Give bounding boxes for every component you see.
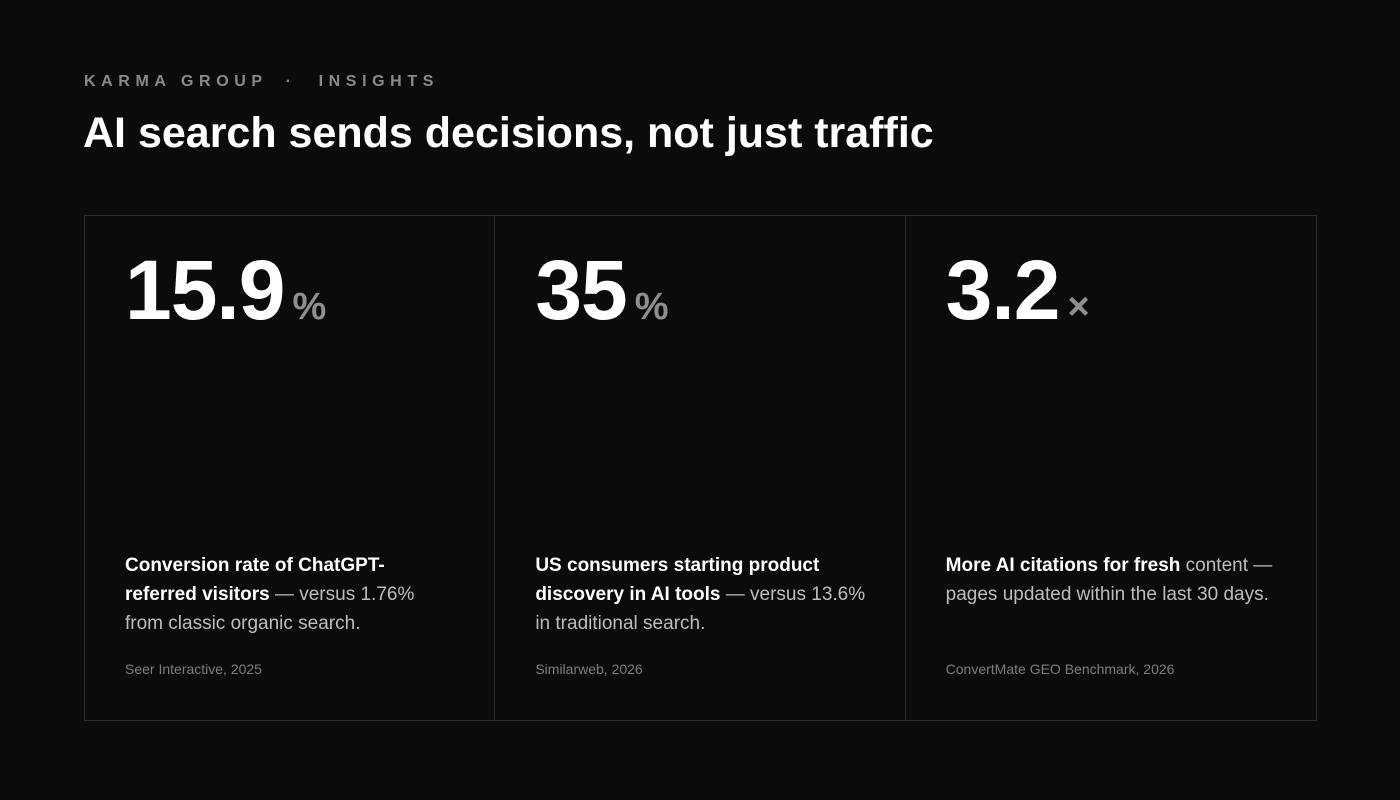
brand-name: KARMA GROUP [84, 73, 268, 90]
stat-figure: 3.2 × [946, 248, 1090, 332]
stat-description: US consumers starting product discovery … [535, 551, 865, 638]
stat-source: Seer Interactive, 2025 [125, 661, 262, 677]
stats-grid: 15.9 % Conversion rate of ChatGPT-referr… [84, 215, 1317, 721]
stat-unit: × [1067, 286, 1090, 328]
page-title: AI search sends decisions, not just traf… [83, 109, 934, 157]
stat-source: Similarweb, 2026 [535, 661, 643, 677]
stat-description: Conversion rate of ChatGPT-referred visi… [125, 551, 455, 638]
stat-detail: content — pages updated within the last … [945, 555, 1273, 605]
stat-detail: — versus 13.6% in traditional search. [535, 584, 866, 634]
stat-figure: 35 % [535, 248, 668, 332]
stat-highlight: Conversion rate of ChatGPT-referred visi… [125, 555, 385, 605]
stat-card-citations: 3.2 × More AI citations for fresh conten… [906, 216, 1316, 720]
stat-source: ConvertMate GEO Benchmark, 2026 [945, 661, 1175, 677]
section-name: INSIGHTS [318, 73, 439, 90]
stat-unit: % [292, 286, 327, 328]
stat-value: 3.2 [945, 243, 1061, 337]
stat-description: More AI citations for fresh content — pa… [946, 551, 1276, 609]
stat-figure: 15.9 % [125, 248, 326, 332]
stat-detail: — versus 1.76% from classic organic sear… [125, 584, 415, 634]
stat-value: 35 [535, 243, 627, 337]
stat-value: 15.9 [125, 243, 285, 337]
stat-card-discovery: 35 % US consumers starting product disco… [495, 216, 906, 720]
eyebrow-separator: · [285, 73, 297, 90]
stat-highlight: More AI citations for fresh [945, 555, 1181, 576]
eyebrow: KARMA GROUP · INSIGHTS [84, 73, 439, 91]
stat-unit: % [634, 286, 669, 328]
stat-card-conversion: 15.9 % Conversion rate of ChatGPT-referr… [85, 216, 496, 720]
stat-highlight: US consumers starting product discovery … [535, 555, 820, 605]
